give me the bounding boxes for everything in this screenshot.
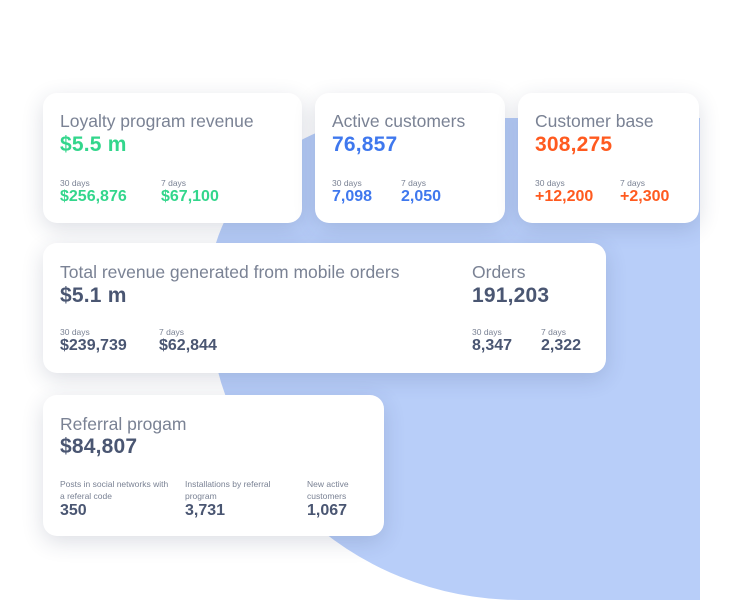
main-value: $84,807 xyxy=(60,435,138,458)
value-30: 7,098 xyxy=(332,188,373,205)
card-title: Referral progam xyxy=(60,414,187,434)
orders-value-30: 8,347 xyxy=(472,337,513,354)
card-title: Customer base xyxy=(535,111,654,131)
orders-title: Orders xyxy=(472,262,526,282)
referral-program-card: Referral progam $84,807 Posts in social … xyxy=(43,395,384,536)
value-7: 2,050 xyxy=(401,188,442,205)
value-30: +12,200 xyxy=(535,188,594,205)
orders-value: 191,203 xyxy=(472,284,550,307)
installs-label: Installations by referral program xyxy=(185,479,271,501)
card-title: Active customers xyxy=(332,111,466,131)
mobile-orders-card: Total revenue generated from mobile orde… xyxy=(43,243,606,373)
orders-period-label-7: 7 days xyxy=(541,327,567,337)
period-label-7: 7 days xyxy=(159,327,185,337)
value-7: $67,100 xyxy=(161,188,219,205)
period-label-7: 7 days xyxy=(620,178,646,188)
new-customers-value: 1,067 xyxy=(307,502,348,519)
active-customers-card: Active customers 76,857 30 days 7,098 7 … xyxy=(315,93,505,223)
value-7: $62,844 xyxy=(159,337,217,354)
card-title: Total revenue generated from mobile orde… xyxy=(60,262,400,282)
main-value: 76,857 xyxy=(332,133,398,156)
main-value: $5.1 m xyxy=(60,284,127,307)
loyalty-revenue-card: Loyalty program revenue $5.5 m 30 days $… xyxy=(43,93,302,223)
value-7: +2,300 xyxy=(620,188,670,205)
period-label-30: 30 days xyxy=(535,178,565,188)
main-value: 308,275 xyxy=(535,133,613,156)
customer-base-card: Customer base 308,275 30 days +12,200 7 … xyxy=(518,93,699,223)
main-value: $5.5 m xyxy=(60,133,127,156)
card-title: Loyalty program revenue xyxy=(60,111,254,131)
period-label-7: 7 days xyxy=(401,178,427,188)
new-customers-label: New active customers xyxy=(307,479,349,501)
period-label-30: 30 days xyxy=(60,327,90,337)
orders-period-label-30: 30 days xyxy=(472,327,502,337)
period-label-30: 30 days xyxy=(332,178,362,188)
value-30: $239,739 xyxy=(60,337,127,354)
posts-label: Posts in social networks with a referal … xyxy=(60,479,169,501)
period-label-7: 7 days xyxy=(161,178,187,188)
value-30: $256,876 xyxy=(60,188,127,205)
posts-value: 350 xyxy=(60,502,87,519)
orders-value-7: 2,322 xyxy=(541,337,582,354)
period-label-30: 30 days xyxy=(60,178,90,188)
installs-value: 3,731 xyxy=(185,502,226,519)
